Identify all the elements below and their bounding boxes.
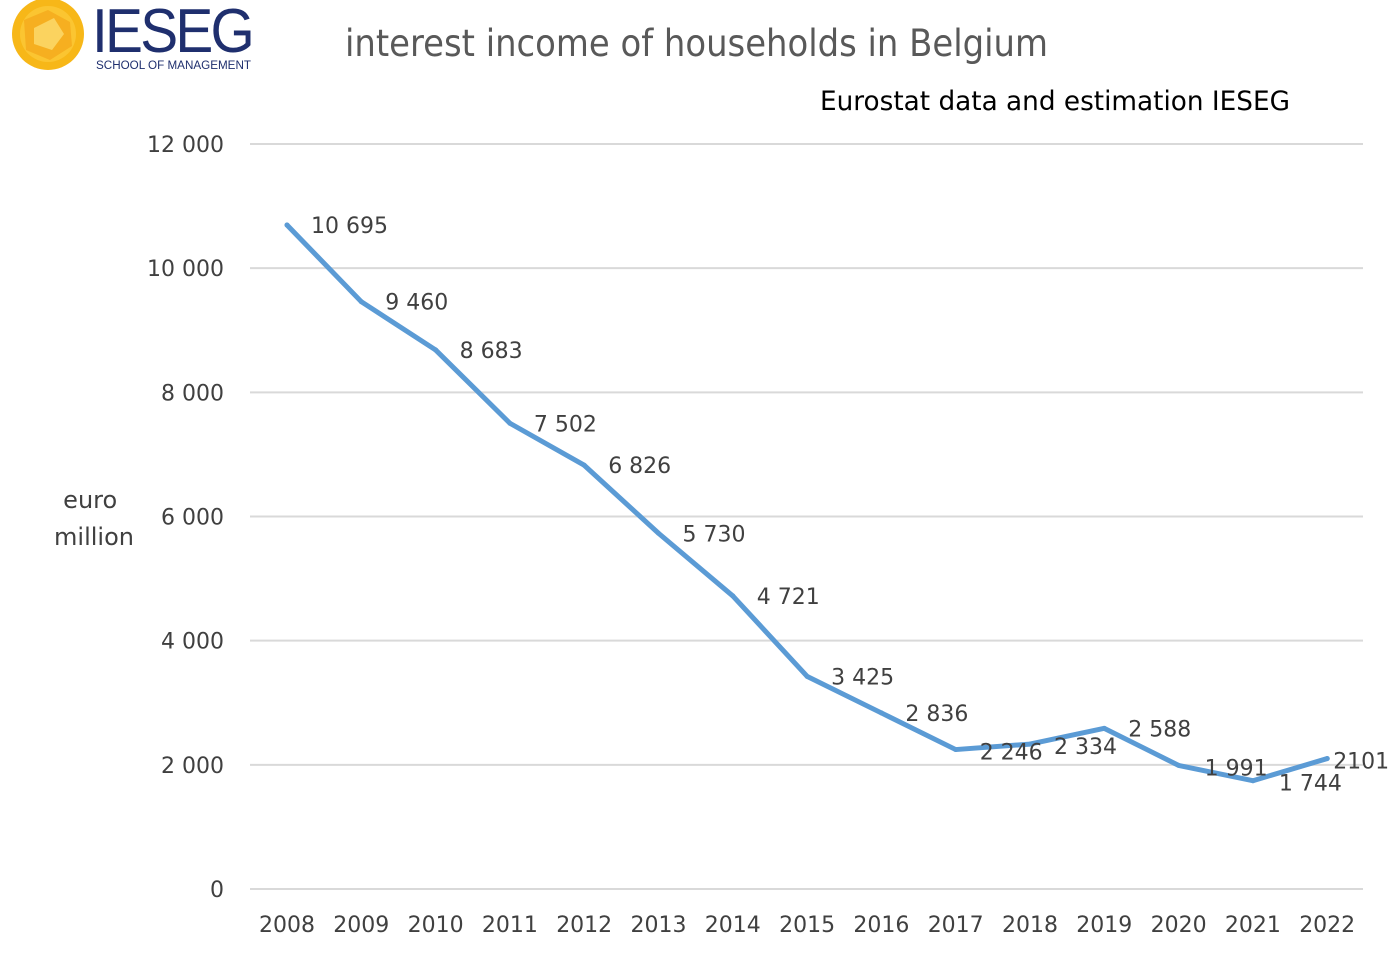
data-label: 4 721 [757, 585, 820, 610]
data-point [433, 347, 439, 353]
data-label: 7 502 [534, 412, 597, 437]
x-tick-label: 2017 [928, 913, 984, 938]
y-tick-label: 6 000 [161, 506, 224, 531]
y-tick-label: 10 000 [147, 257, 224, 282]
data-point [1101, 725, 1107, 731]
data-label: 2 246 [980, 741, 1043, 766]
y-tick-labels: 0 2 000 4 000 6 000 8 000 10 000 12 000 [147, 133, 224, 903]
data-point [1250, 778, 1256, 784]
data-point [358, 299, 364, 305]
data-label: 5 730 [683, 522, 746, 547]
x-tick-label: 2012 [556, 913, 612, 938]
x-tick-labels: 2008 2009 2010 2011 2012 2013 2014 2015 2016 2017… [259, 913, 1355, 938]
x-tick-label: 2020 [1151, 913, 1207, 938]
data-label: 8 683 [460, 339, 523, 364]
data-point [581, 462, 587, 468]
x-tick-label: 2014 [705, 913, 761, 938]
data-point [1027, 741, 1033, 747]
data-point [656, 530, 661, 536]
data-point [1324, 756, 1330, 762]
data-label: 2 588 [1128, 717, 1191, 742]
y-tick-label: 12 000 [147, 133, 224, 158]
data-labels: 10 695 9 460 8 683 7 502 6 826 5 730 4 721 3 42… [311, 214, 1389, 797]
data-label: 3 425 [831, 665, 894, 690]
y-axis-label-line-2: million [54, 523, 134, 551]
data-point [284, 222, 290, 228]
data-label: 2 334 [1054, 735, 1117, 760]
x-tick-label: 2008 [259, 913, 315, 938]
data-point [804, 673, 810, 679]
data-label: 6 826 [608, 454, 671, 479]
x-tick-label: 2018 [1002, 913, 1058, 938]
y-axis-label-line-1: euro [63, 486, 117, 514]
series-layer [284, 222, 1330, 784]
logo-tagline: SCHOOL OF MANAGEMENT [96, 60, 251, 72]
x-tick-label: 2010 [408, 913, 464, 938]
y-tick-label: 0 [210, 878, 224, 903]
data-label: 10 695 [311, 214, 388, 239]
y-tick-label: 8 000 [161, 381, 224, 406]
x-tick-label: 2013 [631, 913, 687, 938]
y-tick-label: 2 000 [161, 754, 224, 779]
x-tick-label: 2009 [333, 913, 389, 938]
y-tick-label: 4 000 [161, 630, 224, 655]
data-point [730, 593, 736, 599]
data-label: 1 744 [1279, 772, 1342, 797]
data-label: 2 836 [905, 702, 968, 727]
x-tick-label: 2019 [1076, 913, 1132, 938]
data-label: 2101 [1333, 750, 1389, 775]
chart-title: interest income of households in Belgium [345, 22, 1048, 65]
y-axis-label: euro million [54, 486, 134, 551]
gridlines [250, 143, 1363, 890]
chart-subtitle: Eurostat data and estimation IESEG [820, 86, 1290, 117]
logo-wordmark: IESEG [92, 0, 252, 66]
data-label: 9 460 [385, 291, 448, 316]
data-point [953, 747, 959, 753]
x-tick-label: 2022 [1299, 913, 1355, 938]
data-point [507, 420, 513, 426]
x-tick-label: 2015 [779, 913, 835, 938]
x-tick-label: 2021 [1225, 913, 1281, 938]
ieseg-logo: IESEG SCHOOL OF MANAGEMENT [12, 0, 255, 72]
sun-icon [12, 0, 84, 70]
data-point [1176, 762, 1182, 768]
x-tick-label: 2011 [482, 913, 538, 938]
data-label: 1 991 [1205, 756, 1268, 781]
data-point [878, 710, 884, 716]
x-tick-label: 2016 [853, 913, 909, 938]
